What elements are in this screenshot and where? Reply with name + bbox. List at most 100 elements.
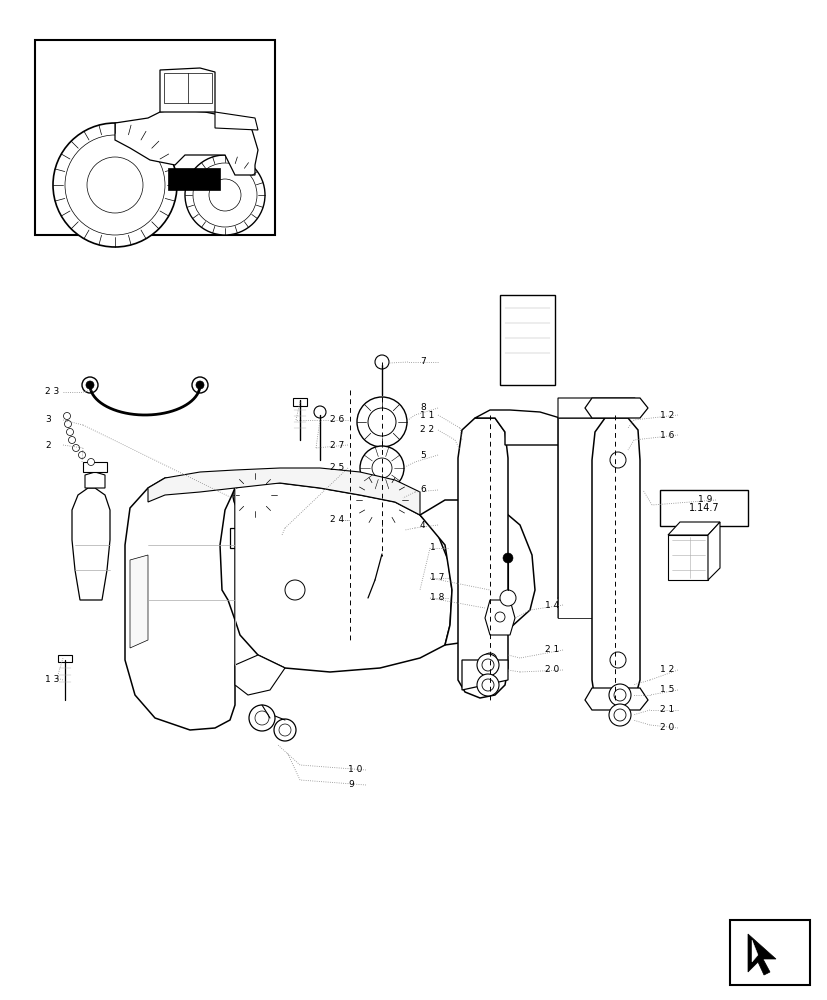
Circle shape xyxy=(476,674,499,696)
Text: 1 7: 1 7 xyxy=(429,574,444,582)
Bar xyxy=(659,490,747,526)
Polygon shape xyxy=(230,528,282,548)
Polygon shape xyxy=(557,398,634,418)
Circle shape xyxy=(609,684,630,706)
Circle shape xyxy=(208,179,241,211)
Circle shape xyxy=(367,408,395,436)
Circle shape xyxy=(73,444,79,452)
Circle shape xyxy=(482,653,496,667)
Circle shape xyxy=(481,659,494,671)
Circle shape xyxy=(367,518,395,546)
Bar xyxy=(729,920,809,985)
Text: 2: 2 xyxy=(45,440,50,450)
Circle shape xyxy=(586,447,602,463)
Bar xyxy=(557,418,625,598)
Polygon shape xyxy=(235,483,452,672)
Text: 1 4: 1 4 xyxy=(544,600,558,609)
Circle shape xyxy=(192,377,208,393)
Polygon shape xyxy=(557,598,634,618)
Text: 6: 6 xyxy=(419,486,425,494)
Circle shape xyxy=(609,652,625,668)
Polygon shape xyxy=(667,522,719,535)
Circle shape xyxy=(375,355,389,369)
Circle shape xyxy=(361,480,402,520)
Polygon shape xyxy=(72,488,110,600)
Text: 1 5: 1 5 xyxy=(659,686,673,694)
Circle shape xyxy=(614,709,625,721)
Circle shape xyxy=(66,428,74,436)
Polygon shape xyxy=(667,535,707,580)
Bar xyxy=(557,418,625,618)
Circle shape xyxy=(370,513,375,519)
Circle shape xyxy=(388,513,394,519)
Circle shape xyxy=(356,397,407,447)
Bar xyxy=(35,40,275,235)
Text: 2 4: 2 4 xyxy=(330,516,344,524)
Circle shape xyxy=(196,381,203,389)
Circle shape xyxy=(88,458,94,466)
Text: 2 0: 2 0 xyxy=(659,724,673,732)
Circle shape xyxy=(500,590,515,606)
Circle shape xyxy=(374,492,390,508)
Polygon shape xyxy=(485,600,514,635)
Polygon shape xyxy=(85,472,105,488)
Text: 1.14.7: 1.14.7 xyxy=(688,503,719,513)
Circle shape xyxy=(53,123,177,247)
Polygon shape xyxy=(585,688,648,710)
Circle shape xyxy=(65,135,165,235)
Circle shape xyxy=(284,580,304,600)
Text: 2 0: 2 0 xyxy=(544,666,558,674)
Circle shape xyxy=(614,689,625,701)
Text: 9: 9 xyxy=(347,780,353,789)
Text: 1 2: 1 2 xyxy=(659,410,673,420)
Polygon shape xyxy=(585,398,648,418)
Text: 1 2: 1 2 xyxy=(659,666,673,674)
Circle shape xyxy=(184,155,265,235)
Text: 8: 8 xyxy=(419,403,425,412)
Circle shape xyxy=(87,157,143,213)
Polygon shape xyxy=(83,462,107,472)
Bar xyxy=(164,73,212,103)
Polygon shape xyxy=(707,522,719,580)
Polygon shape xyxy=(160,68,215,112)
Text: 1 0: 1 0 xyxy=(347,765,362,774)
Text: 2 5: 2 5 xyxy=(330,464,344,473)
Text: 2 3: 2 3 xyxy=(45,387,60,396)
Text: 2 6: 2 6 xyxy=(330,416,344,424)
Circle shape xyxy=(360,446,404,490)
Circle shape xyxy=(476,654,499,676)
Polygon shape xyxy=(115,110,258,175)
Polygon shape xyxy=(130,555,148,648)
Circle shape xyxy=(249,705,275,731)
Circle shape xyxy=(361,529,366,535)
Circle shape xyxy=(79,452,85,458)
Circle shape xyxy=(193,163,256,227)
Circle shape xyxy=(251,533,261,543)
Circle shape xyxy=(502,553,513,563)
Circle shape xyxy=(609,704,630,726)
Polygon shape xyxy=(242,534,269,542)
Polygon shape xyxy=(215,112,258,130)
Circle shape xyxy=(65,420,71,428)
Circle shape xyxy=(82,377,98,393)
Circle shape xyxy=(486,657,492,663)
Text: 1: 1 xyxy=(429,544,435,552)
Polygon shape xyxy=(591,418,639,708)
Circle shape xyxy=(370,545,375,551)
Polygon shape xyxy=(461,660,508,690)
Text: 2 2: 2 2 xyxy=(419,426,433,434)
Circle shape xyxy=(359,599,370,611)
Circle shape xyxy=(371,458,391,478)
Text: 2 7: 2 7 xyxy=(330,440,344,450)
Bar xyxy=(168,168,220,190)
Bar xyxy=(500,295,554,385)
Circle shape xyxy=(279,724,290,736)
Circle shape xyxy=(69,436,75,444)
Bar xyxy=(58,655,72,662)
Circle shape xyxy=(481,679,494,691)
Circle shape xyxy=(495,612,504,622)
Polygon shape xyxy=(475,410,571,445)
Bar xyxy=(335,608,365,633)
Polygon shape xyxy=(751,940,757,962)
Polygon shape xyxy=(148,468,419,515)
